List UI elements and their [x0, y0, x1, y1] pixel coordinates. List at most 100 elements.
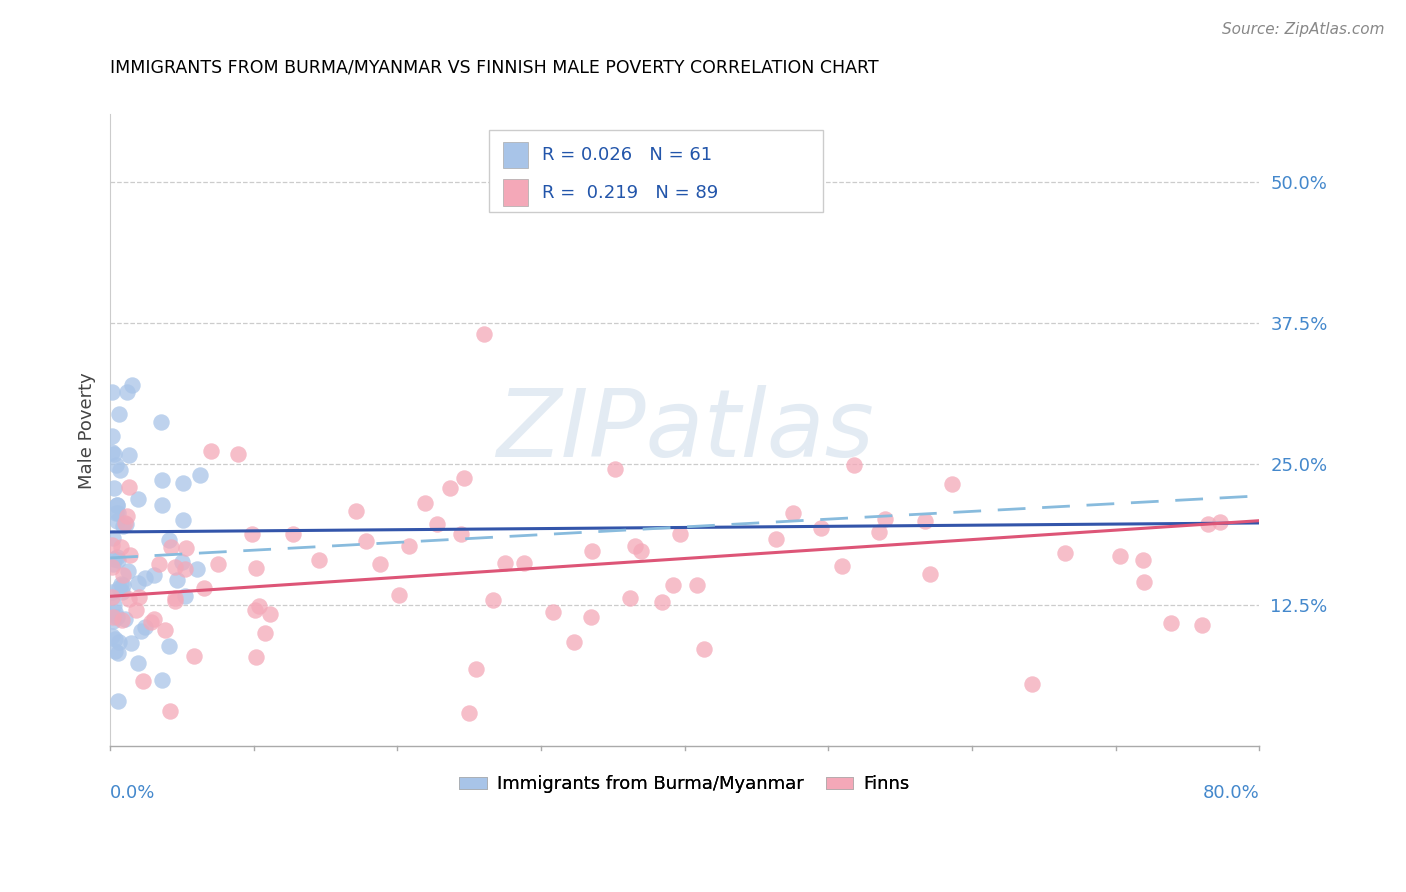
Point	[104, 644, 127, 658]
Point	[1054, 545, 1077, 559]
Point	[842, 458, 865, 473]
Point	[344, 503, 367, 517]
Point	[693, 642, 716, 657]
Point	[228, 447, 250, 461]
FancyBboxPatch shape	[489, 130, 823, 212]
Point	[450, 526, 472, 541]
Point	[308, 553, 330, 567]
Point	[661, 578, 683, 592]
Point	[163, 594, 186, 608]
Point	[651, 595, 673, 609]
Point	[163, 591, 186, 605]
Point	[105, 498, 128, 512]
Point	[132, 673, 155, 688]
Point	[174, 589, 197, 603]
Point	[114, 612, 136, 626]
Point	[388, 588, 411, 602]
Point	[104, 506, 127, 520]
Point	[103, 598, 125, 612]
Point	[1191, 618, 1213, 632]
Point	[101, 614, 124, 628]
Point	[172, 476, 194, 491]
Point	[831, 559, 853, 574]
Point	[174, 562, 197, 576]
Point	[941, 477, 963, 491]
Point	[107, 610, 129, 624]
Point	[624, 539, 647, 553]
Point	[103, 481, 125, 495]
Point	[111, 519, 134, 533]
Point	[100, 385, 122, 400]
Point	[101, 557, 124, 571]
Point	[112, 578, 135, 592]
Point	[254, 625, 277, 640]
Point	[356, 534, 378, 549]
Point	[630, 544, 652, 558]
Bar	[503, 142, 529, 168]
Point	[108, 463, 131, 477]
Point	[120, 636, 142, 650]
Point	[104, 458, 127, 472]
Text: Source: ZipAtlas.com: Source: ZipAtlas.com	[1222, 22, 1385, 37]
Point	[368, 557, 391, 571]
Point	[513, 556, 536, 570]
Point	[143, 612, 166, 626]
Point	[115, 509, 138, 524]
Point	[134, 571, 156, 585]
Point	[170, 555, 193, 569]
Point	[103, 552, 125, 566]
Point	[426, 517, 449, 532]
Point	[481, 593, 503, 607]
Point	[243, 603, 266, 617]
Text: IMMIGRANTS FROM BURMA/MYANMAR VS FINNISH MALE POVERTY CORRELATION CHART: IMMIGRANTS FROM BURMA/MYANMAR VS FINNISH…	[110, 58, 879, 77]
Point	[105, 498, 128, 512]
Point	[105, 550, 128, 565]
Point	[100, 590, 122, 604]
Point	[100, 429, 122, 443]
Point	[914, 514, 936, 528]
Point	[247, 599, 270, 613]
Text: R = 0.026   N = 61: R = 0.026 N = 61	[543, 145, 713, 164]
Point	[157, 533, 180, 548]
Point	[111, 568, 134, 582]
Point	[100, 584, 122, 599]
Point	[128, 590, 150, 604]
Point	[150, 474, 173, 488]
Point	[183, 649, 205, 664]
Point	[453, 471, 475, 485]
Point	[562, 635, 585, 649]
Point	[127, 656, 149, 670]
Point	[117, 480, 139, 494]
Point	[101, 532, 124, 546]
Point	[115, 517, 138, 532]
Point	[398, 539, 420, 553]
Point	[439, 481, 461, 495]
Point	[118, 591, 141, 606]
Text: ZIPatlas: ZIPatlas	[496, 384, 873, 476]
Point	[100, 560, 122, 574]
Point	[107, 553, 129, 567]
Point	[100, 538, 122, 552]
Point	[104, 632, 127, 647]
Point	[281, 527, 304, 541]
Point	[875, 512, 897, 526]
Point	[101, 610, 124, 624]
Point	[1209, 515, 1232, 529]
Text: 80.0%: 80.0%	[1202, 784, 1260, 803]
Text: R =  0.219   N = 89: R = 0.219 N = 89	[543, 184, 718, 202]
Point	[765, 532, 787, 546]
Point	[114, 516, 136, 530]
Point	[121, 378, 143, 392]
Point	[188, 467, 211, 482]
Point	[110, 540, 132, 554]
Point	[100, 629, 122, 643]
Point	[207, 557, 229, 571]
Point	[166, 573, 188, 587]
Point	[159, 705, 181, 719]
Point	[107, 408, 129, 422]
Point	[174, 541, 197, 555]
Point	[148, 557, 170, 571]
Point	[415, 496, 437, 510]
Point	[1132, 553, 1154, 567]
Point	[103, 447, 125, 461]
